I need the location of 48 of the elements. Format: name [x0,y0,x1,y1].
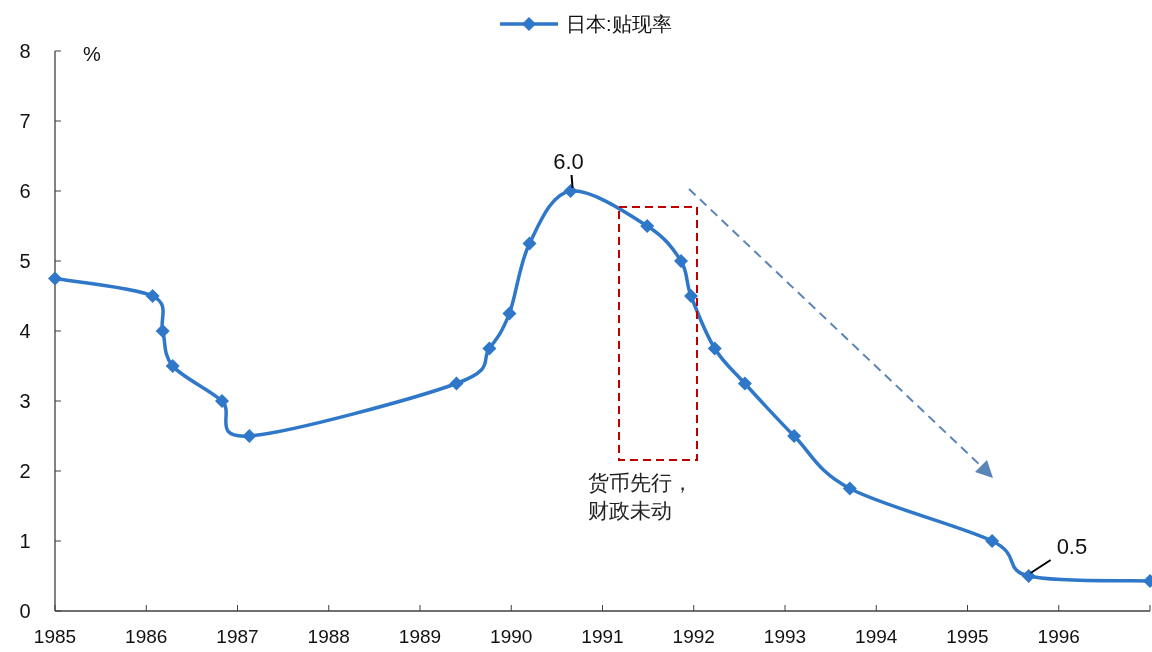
point [842,481,857,496]
legend: 日本:贴现率 [500,13,672,35]
point [502,306,517,321]
point [165,359,180,373]
x-tick-label: 1989 [398,626,442,647]
annotation: 货币先行， [588,471,693,495]
y-axis-title: % [83,43,102,65]
point [155,324,170,338]
point [985,534,1000,548]
point [563,184,578,198]
point [449,376,464,391]
data-label: 6.0 [553,149,584,174]
point [673,254,688,268]
x-tick-label: 1996 [1037,626,1080,647]
point [242,429,257,443]
point [707,341,722,356]
point [1021,569,1036,583]
point [787,429,802,443]
x-tick-label: 1991 [581,626,624,647]
y-tick-label: 3 [19,390,31,412]
x-tick-label: 1985 [33,626,77,647]
x-tick-label: 1993 [763,626,807,647]
y-tick-label: 1 [19,530,31,552]
y-tick-label: 2 [19,460,31,482]
point [482,341,497,356]
x-tick-label: 1992 [672,626,715,647]
y-tick-label: 5 [19,250,31,272]
y-tick-label: 0 [19,600,31,622]
x-tick-label: 1990 [490,626,533,647]
point [522,236,537,251]
x-tick-label: 1994 [855,626,898,647]
y-tick-label: 8 [19,40,31,62]
legend-label: 日本:贴现率 [566,13,672,35]
y-tick-label: 6 [19,180,31,202]
x-tick-label: 1987 [216,626,259,647]
data-label: 0.5 [1056,534,1088,559]
annotation: 财政未动 [588,499,672,523]
point [48,271,62,286]
point [640,219,655,233]
point [214,394,229,408]
point [684,289,699,303]
point [145,289,160,303]
x-tick-label: 1986 [125,626,168,647]
point [737,376,752,391]
x-tick-label: 1988 [307,626,350,647]
y-tick-label: 4 [19,320,31,342]
y-tick-label: 7 [19,110,31,132]
x-tick-label: 1995 [946,626,989,647]
